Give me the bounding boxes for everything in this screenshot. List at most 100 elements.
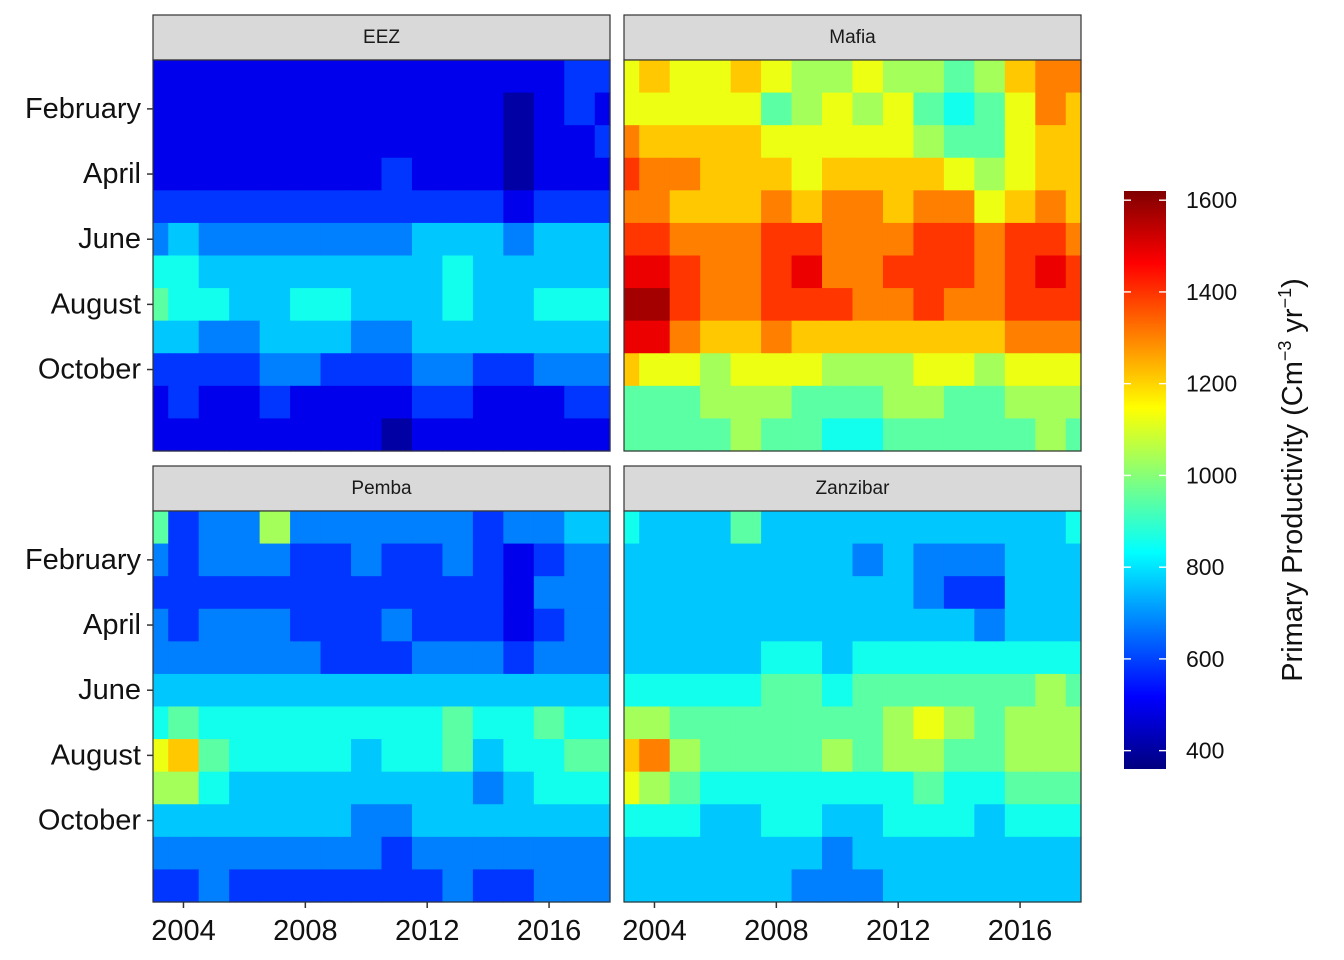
heatmap-cell <box>290 739 322 773</box>
heatmap-cell <box>1035 385 1067 420</box>
heatmap-cell <box>1004 418 1036 452</box>
heatmap-cell <box>624 320 640 354</box>
heatmap-cell <box>229 157 261 191</box>
heatmap-cell <box>472 543 504 577</box>
heatmap-cell <box>1065 222 1082 257</box>
panel-border <box>152 59 611 452</box>
heatmap-cell <box>791 353 823 387</box>
heatmap-cell <box>442 125 474 159</box>
heatmap-cell <box>594 60 611 94</box>
heatmap-cell <box>594 576 611 610</box>
heatmap-cell <box>320 836 352 871</box>
heatmap-cell <box>822 673 854 708</box>
heatmap-cell <box>381 60 413 94</box>
heatmap-cell <box>943 543 975 577</box>
heatmap-cell <box>472 771 504 805</box>
heatmap-cell <box>533 125 565 159</box>
heatmap-cell <box>761 353 793 387</box>
heatmap-cell <box>442 543 474 577</box>
heatmap-cell <box>730 157 762 191</box>
heatmap-cell <box>503 353 535 387</box>
colorbar-tick-label: 1000 <box>1186 462 1237 488</box>
heatmap-cell <box>564 60 596 94</box>
heatmap-cell <box>943 190 975 224</box>
heatmap-cell <box>198 511 230 545</box>
heatmap-cell <box>882 869 915 903</box>
heatmap-cell <box>351 418 383 452</box>
facet-panel-mafia: Mafia <box>623 14 1082 452</box>
heatmap-cell <box>1065 771 1082 805</box>
heatmap-cell <box>153 641 169 675</box>
heatmap-cell <box>1004 641 1036 675</box>
heatmap-cell <box>411 288 444 322</box>
heatmap-cell <box>229 706 261 740</box>
heatmap-cell <box>974 511 1006 545</box>
heatmap-cell <box>533 418 565 452</box>
heatmap-cell <box>791 739 823 773</box>
heatmap-cell <box>533 706 565 740</box>
heatmap-cell <box>533 60 565 94</box>
heatmap-cell <box>411 92 444 126</box>
heatmap-cell <box>290 60 322 94</box>
heatmap-cell <box>411 739 444 773</box>
heatmap-cell <box>259 60 291 94</box>
heatmap-cell <box>1035 157 1067 191</box>
heatmap-cell <box>198 125 230 159</box>
colorbar-tick-label: 800 <box>1186 554 1224 580</box>
heatmap-cell <box>1035 804 1067 838</box>
heatmap-cell <box>913 771 945 805</box>
heatmap-cell <box>700 706 732 740</box>
heatmap-cell <box>381 608 413 642</box>
heatmap-cell <box>533 92 565 126</box>
heatmap-cell <box>198 222 230 257</box>
heatmap-cell <box>564 190 596 224</box>
heatmap-cell <box>700 641 732 675</box>
heatmap-cell <box>381 804 413 838</box>
heatmap-cell <box>882 255 915 289</box>
heatmap-cell <box>381 222 413 257</box>
heatmap-cell <box>503 157 535 191</box>
heatmap-cell <box>472 190 504 224</box>
heatmap-cell <box>290 771 322 805</box>
heatmap-cell <box>624 543 640 577</box>
heatmap-cell <box>943 418 975 452</box>
heatmap-cell <box>472 836 504 871</box>
heatmap-cell <box>381 157 413 191</box>
heatmap-cell <box>351 190 383 224</box>
heatmap-cell <box>882 125 915 159</box>
heatmap-cell <box>442 836 474 871</box>
heatmap-cell <box>624 60 640 94</box>
heatmap-cell <box>1065 353 1082 387</box>
heatmap-cell <box>1004 771 1036 805</box>
heatmap-cell <box>229 576 261 610</box>
heatmap-cell <box>320 869 352 903</box>
heatmap-cell <box>1004 222 1036 257</box>
heatmap-cell <box>882 576 915 610</box>
heatmap-cell <box>791 836 823 871</box>
heatmap-cell <box>730 353 762 387</box>
heatmap-cell <box>1035 418 1067 452</box>
heatmap-cell <box>730 222 762 257</box>
heatmap-cell <box>168 771 200 805</box>
heatmap-cell <box>791 92 823 126</box>
heatmap-cell <box>943 125 975 159</box>
heatmap-cell <box>411 706 444 740</box>
heatmap-cell <box>442 288 474 322</box>
heatmap-cell <box>669 222 701 257</box>
heatmap-cell <box>259 641 291 675</box>
heatmap-cell <box>974 836 1006 871</box>
heatmap-cell <box>913 706 945 740</box>
heatmap-cell <box>290 706 322 740</box>
heatmap-cell <box>594 320 611 354</box>
heatmap-cell <box>351 60 383 94</box>
heatmap-cell <box>411 157 444 191</box>
facet-label: Pemba <box>351 478 412 499</box>
heatmap-cell <box>700 869 732 903</box>
facet-strip <box>623 14 1082 61</box>
heatmap-cell <box>442 320 474 354</box>
heatmap-cell <box>503 836 535 871</box>
heatmap-cell <box>533 190 565 224</box>
heatmap-cell <box>669 739 701 773</box>
heatmap-cell <box>791 320 823 354</box>
heatmap-cell <box>533 543 565 577</box>
